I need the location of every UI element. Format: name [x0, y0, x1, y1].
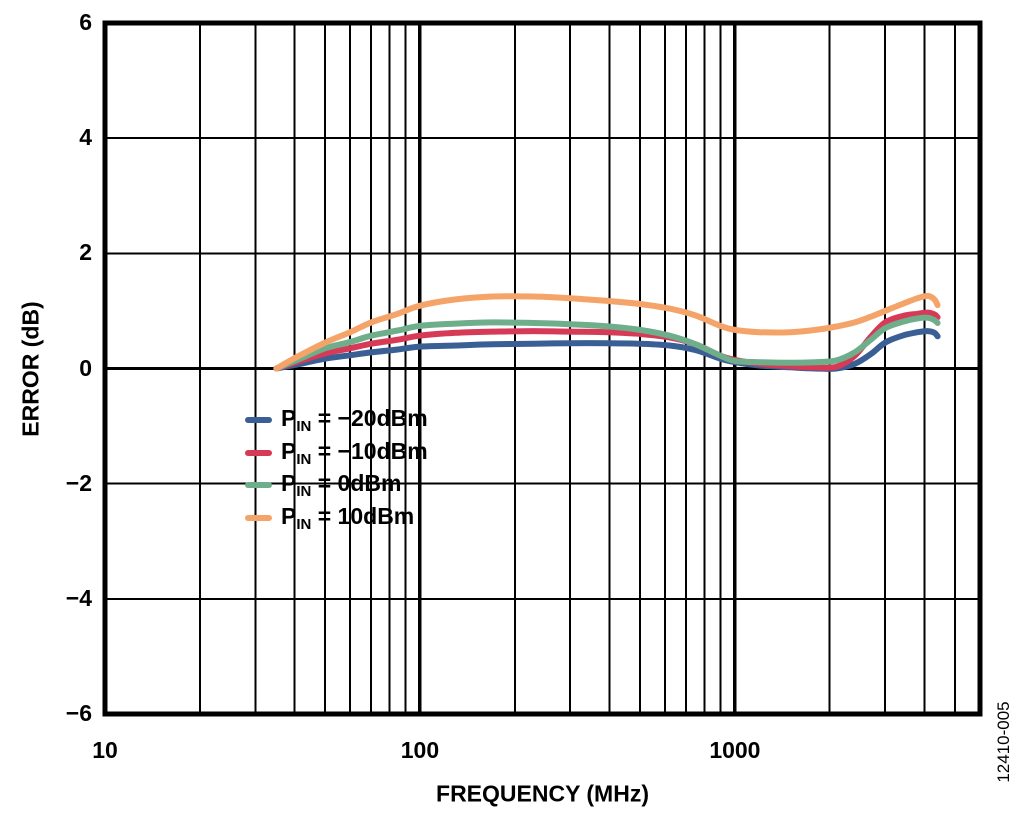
legend-label: PIN = 0dBm [281, 470, 402, 500]
plot-border [102, 20, 983, 717]
x-tick-label: 10 [92, 737, 118, 763]
figure-code-label: 12410-005 [994, 701, 1013, 783]
legend-swatch [245, 417, 272, 423]
y-axis-title: ERROR (dB) [17, 300, 44, 437]
legend-item: PIN = 0dBm [245, 470, 402, 500]
y-tick-label: 2 [79, 239, 92, 266]
series-curve-3 [273, 292, 941, 372]
grid-layer [105, 23, 980, 714]
legend-item: PIN = −20dBm [245, 405, 428, 435]
y-tick-label: 6 [79, 9, 92, 35]
legend-item: PIN = 10dBm [245, 502, 415, 533]
legend-swatch [245, 482, 272, 488]
legend-swatch [245, 449, 272, 456]
legend-label: PIN = −10dBm [281, 437, 428, 468]
y-tick-label: 4 [79, 124, 92, 151]
y-tick-label: −2 [65, 469, 92, 496]
y-tick-label: −4 [65, 584, 92, 611]
x-tick-label: 100 [400, 737, 440, 763]
series-curve-0 [273, 328, 941, 372]
x-axis-title: FREQUENCY (MHz) [436, 780, 649, 807]
legend-swatch [245, 514, 272, 521]
y-tick-label: 0 [79, 354, 92, 381]
curve-layer [273, 292, 941, 372]
legend-item: PIN = −10dBm [245, 437, 428, 468]
legend-label: PIN = −20dBm [281, 405, 428, 435]
series-curve-2 [273, 314, 941, 372]
x-tick-label: 1000 [709, 737, 761, 763]
legend-label: PIN = 10dBm [281, 502, 415, 533]
y-tick-label: −6 [65, 700, 92, 726]
